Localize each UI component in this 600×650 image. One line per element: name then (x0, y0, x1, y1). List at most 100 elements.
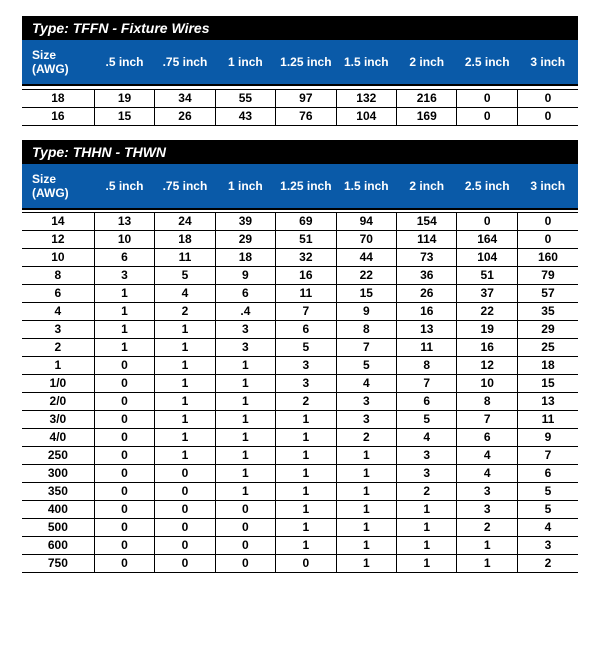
value-cell: 6 (397, 393, 457, 411)
value-cell: 1 (397, 519, 457, 537)
wire-table: Size (AWG).5 inch.75 inch1 inch1.25 inch… (22, 40, 578, 126)
value-cell: 43 (215, 107, 275, 125)
size-cell: 500 (22, 519, 94, 537)
size-cell: 2/0 (22, 393, 94, 411)
table-row: 3/0011135711 (22, 411, 578, 429)
value-cell: 0 (94, 519, 154, 537)
value-cell: 3 (457, 501, 517, 519)
value-cell: 1 (94, 303, 154, 321)
value-cell: 1 (155, 429, 215, 447)
value-cell: 15 (336, 285, 396, 303)
value-cell: 11 (276, 285, 336, 303)
column-header: 3 inch (517, 40, 578, 85)
value-cell: 0 (215, 555, 275, 573)
value-cell: 8 (336, 321, 396, 339)
value-cell: 0 (155, 555, 215, 573)
size-cell: 350 (22, 483, 94, 501)
column-header: .5 inch (94, 164, 154, 209)
value-cell: 1 (215, 483, 275, 501)
value-cell: 94 (336, 213, 396, 231)
value-cell: 1 (155, 357, 215, 375)
value-cell: 1 (336, 501, 396, 519)
table-row: 1/00113471015 (22, 375, 578, 393)
size-cell: 750 (22, 555, 94, 573)
value-cell: 4 (397, 429, 457, 447)
value-cell: 2 (517, 555, 578, 573)
value-cell: 18 (517, 357, 578, 375)
value-cell: 13 (517, 393, 578, 411)
value-cell: 4 (457, 465, 517, 483)
value-cell: 0 (94, 537, 154, 555)
value-cell: 1 (215, 411, 275, 429)
value-cell: 3 (215, 321, 275, 339)
table-row: 2/0011236813 (22, 393, 578, 411)
wire-table: Size (AWG).5 inch.75 inch1 inch1.25 inch… (22, 164, 578, 574)
value-cell: 24 (155, 213, 215, 231)
column-header: .75 inch (155, 40, 215, 85)
table-row: 412.479162235 (22, 303, 578, 321)
value-cell: 57 (517, 285, 578, 303)
value-cell: 1 (397, 501, 457, 519)
size-cell: 4 (22, 303, 94, 321)
value-cell: 3 (336, 393, 396, 411)
column-header: 1.25 inch (276, 40, 336, 85)
value-cell: 1 (94, 339, 154, 357)
value-cell: 216 (397, 89, 457, 107)
value-cell: 169 (397, 107, 457, 125)
value-cell: 1 (215, 357, 275, 375)
value-cell: 7 (397, 375, 457, 393)
value-cell: 1 (336, 465, 396, 483)
value-cell: 16 (397, 303, 457, 321)
size-cell: 400 (22, 501, 94, 519)
value-cell: 3 (397, 465, 457, 483)
value-cell: 1 (215, 375, 275, 393)
value-cell: 12 (457, 357, 517, 375)
column-header: 3 inch (517, 164, 578, 209)
value-cell: 0 (517, 89, 578, 107)
value-cell: 11 (517, 411, 578, 429)
value-cell: 0 (94, 447, 154, 465)
table-row: 161526437610416900 (22, 107, 578, 125)
value-cell: 69 (276, 213, 336, 231)
value-cell: 11 (155, 249, 215, 267)
value-cell: 1 (94, 321, 154, 339)
value-cell: 2 (336, 429, 396, 447)
value-cell: 1 (215, 429, 275, 447)
value-cell: 7 (276, 303, 336, 321)
value-cell: 2 (397, 483, 457, 501)
size-cell: 6 (22, 285, 94, 303)
tables-root: Type: TFFN - Fixture WiresSize (AWG).5 i… (22, 16, 578, 573)
value-cell: 13 (94, 213, 154, 231)
value-cell: 0 (94, 393, 154, 411)
value-cell: 0 (94, 375, 154, 393)
value-cell: 1 (155, 411, 215, 429)
column-header: 2.5 inch (457, 40, 517, 85)
value-cell: 0 (94, 483, 154, 501)
column-header: 1.25 inch (276, 164, 336, 209)
value-cell: 5 (276, 339, 336, 357)
value-cell: 9 (215, 267, 275, 285)
size-cell: 2 (22, 339, 94, 357)
value-cell: 19 (94, 89, 154, 107)
value-cell: 16 (457, 339, 517, 357)
value-cell: 1 (276, 501, 336, 519)
value-cell: 37 (457, 285, 517, 303)
value-cell: 0 (215, 501, 275, 519)
value-cell: 0 (215, 519, 275, 537)
value-cell: 8 (457, 393, 517, 411)
size-cell: 18 (22, 89, 94, 107)
column-header: 2.5 inch (457, 164, 517, 209)
value-cell: 0 (94, 357, 154, 375)
value-cell: 26 (397, 285, 457, 303)
value-cell: 6 (215, 285, 275, 303)
value-cell: 5 (517, 501, 578, 519)
value-cell: 104 (457, 249, 517, 267)
value-cell: 51 (276, 231, 336, 249)
value-cell: 0 (94, 501, 154, 519)
value-cell: 0 (276, 555, 336, 573)
value-cell: 1 (276, 483, 336, 501)
value-cell: 29 (215, 231, 275, 249)
size-cell: 3 (22, 321, 94, 339)
value-cell: 13 (397, 321, 457, 339)
value-cell: 5 (155, 267, 215, 285)
